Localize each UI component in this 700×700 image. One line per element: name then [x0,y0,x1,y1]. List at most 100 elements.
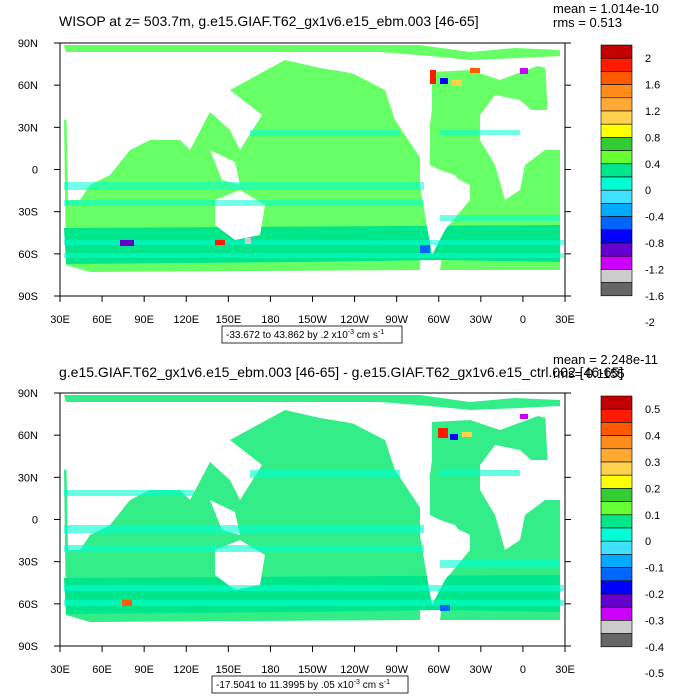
panel-1-title: WISOP at z= 503.7m, g.e15.GIAF.T62_gx1v6… [59,13,479,29]
panel-2-rms: rms= 0.1155 [553,366,625,381]
panel-2-x-tick-label: 150E [215,664,241,676]
panel-1-colorbar-label: -2 [645,317,655,329]
panel-1-y-tick-label: 90S [18,291,38,303]
panel-1-colorbar-box [600,282,633,297]
panel-2-antarctica [60,622,565,646]
panel-1-colorbar-box [600,150,633,165]
panel-1-colorbar-box [600,163,633,178]
panel-2-colorbar-label: -0.2 [645,589,664,601]
panel-1: WISOP at z= 503.7m, g.e15.GIAF.T62_gx1v6… [18,1,664,344]
panel-2-colorbar: 0.5 0.4 0.3 0.2 0.1 0 -0.1 -0.2 -0.3 -0.4 -0.5 [600,395,664,680]
panel-2-y-tick-label: 30N [18,472,38,484]
panel-2-axes: 30E 60E 90E 120E 150E 180 150W 120W 90W 60W 30W 0 30… [18,388,575,676]
panel-2-colorbar-box [600,514,633,529]
panel-2-y-tick-label: 30S [18,557,38,569]
panel-2-colorbar-label: 0.2 [645,483,660,495]
panel-2-colorbar-label: 0.3 [645,457,660,469]
panel-2-y-tick-label: 60N [18,430,38,442]
panel-1-colorbar-box [600,242,633,257]
panel-1-colorbar-box [600,216,633,231]
panel-1-colorbar-label: 1.2 [645,106,660,118]
panel-1-x-tick-label: 90E [134,314,154,326]
panel-1-x-tick-label: 120E [173,314,199,326]
panel-1-y-tick-label: 90N [18,38,38,50]
panel-1-x-tick-label: 150W [298,314,327,326]
panel-1-colorbar-box [600,203,633,217]
panel-2-colorbar-label: -0.5 [645,668,664,680]
panel-2-x-tick-label: 120W [340,664,369,676]
panel-1-colorbar-box [600,137,633,151]
panel-1-colorbar-box [600,189,633,204]
panel-2-colorbar-label: 0.4 [645,431,660,443]
panel-2-colorbar-box [600,606,633,621]
panel-1-x-tick-label: 60W [427,314,450,326]
panel-1-colorbar-box [600,255,633,270]
panel-2-colorbar-box [600,580,633,595]
panel-2-x-tick-label: 90W [385,664,408,676]
panel-2-colorbar-box [600,474,633,489]
panel-1-y-tick-label: 60S [18,249,38,261]
panel-1-colorbar-label: 0.8 [645,132,660,144]
panel-2-mean: mean = 2.248e-11 [553,352,658,367]
panel-1-colorbar-label: -1.6 [645,291,664,303]
panel-1-y-tick-label: 60N [18,80,38,92]
panel-1-colorbar-label: 0.4 [645,159,660,171]
panel-2-x-tick-label: 150W [298,664,327,676]
panel-1-hotspots [120,68,528,253]
panel-2-y-tick-label: 90S [18,641,38,653]
panel-1-colorbar-box [600,44,633,59]
panel-2-x-tick-label: 90E [134,664,154,676]
panel-1-colorbar-box [600,110,633,125]
panel-2-x-tick-label: 120E [173,664,199,676]
panel-1-colorbar-box [600,229,633,244]
panel-2-continents [66,410,562,605]
panel-1-colorbar-label: -0.4 [645,212,664,224]
panel-2-x-tick-label: 30E [50,664,70,676]
panel-1-y-tick-label: 0 [32,165,38,177]
panel-2-colorbar-box [600,527,633,542]
panel-2-colorbar-box [600,461,633,476]
panel-1-y-tick-label: 30N [18,122,38,134]
panel-2-colorbar-label: 0.5 [645,404,660,416]
panel-2-colorbar-label: -0.1 [645,563,664,575]
panel-1-colorbar-box [600,97,633,112]
panel-2-title: g.e15.GIAF.T62_gx1v6.e15_ebm.003 [46-65]… [59,364,623,380]
panel-1-x-tick-label: 150E [215,314,241,326]
panel-1-colorbar-label: 0 [645,185,651,197]
panel-2-x-tick-label: 60E [92,664,112,676]
panel-1-mean: mean = 1.014e-10 [553,1,659,16]
panel-1-axes: 30E 60E 90E 120E 150E 180 150W 120W 90W 60W 30W 0 30… [18,38,575,326]
panel-1-colorbar: 2 1.6 1.2 0.8 0.4 0 -0.4 -0.8 -1.2 -1.6 -2 [600,44,664,329]
panel-1-colorbar-label: 1.6 [645,80,660,92]
panel-2-x-tick-label: 0 [520,664,526,676]
panel-1-map [60,43,565,296]
panel-2-colorbar-label: -0.4 [645,642,664,654]
panel-1-colorbar-box [600,57,633,72]
panel-2-bands [64,470,564,606]
panel-2-x-tick-label: 30W [470,664,493,676]
panel-2-x-tick-label: 30E [555,664,575,676]
panel-2-colorbar-box [600,408,633,423]
panel-2-colorbar-box [600,435,633,450]
panel-1-x-tick-label: 120W [340,314,369,326]
panel-1-colorbar-label: -1.2 [645,264,664,276]
panel-2-x-tick-label: 180 [261,664,279,676]
panel-1-x-tick-label: 30W [470,314,493,326]
panel-1-x-tick-label: 0 [520,314,526,326]
panel-2-colorbar-box [600,395,633,410]
panel-1-x-tick-label: 30E [50,314,70,326]
panel-2-colorbar-box [600,554,633,568]
panel-2-range-text: -17.5041 to 11.3995 by .05 x10-3 cm s-1 [216,679,390,691]
panel-1-x-tick-label: 180 [261,314,279,326]
panel-2-colorbar-box [600,540,633,555]
panel-2-colorbar-box [600,501,633,516]
panel-1-colorbar-box [600,269,633,283]
panel-2-range-box [211,675,409,694]
panel-1-antarctica [60,272,565,296]
panel-2-x-tick-label: 60W [427,664,450,676]
panel-2-colorbar-label: -0.3 [645,615,664,627]
panel-1-x-tick-label: 90W [385,314,408,326]
panel-1-colorbar-box [600,176,633,191]
panel-2-y-tick-label: 0 [32,515,38,527]
